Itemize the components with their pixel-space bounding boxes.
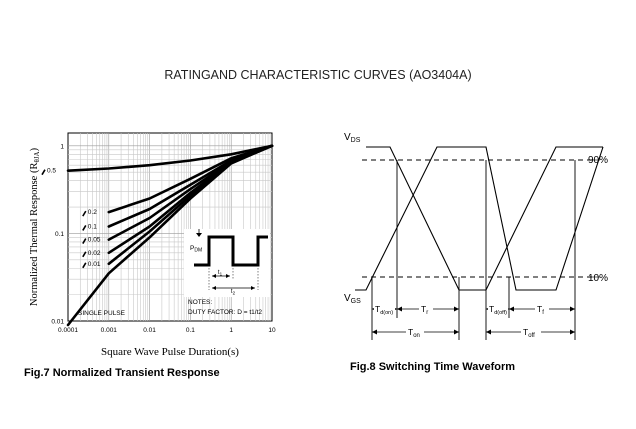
- series-line: [66, 144, 274, 327]
- tf-label: Tf: [537, 304, 544, 316]
- series-label: 0.01: [88, 261, 101, 268]
- series-label: 0.5: [47, 168, 56, 175]
- switching-waveform-diagram: 90% 10%: [344, 132, 608, 373]
- series-label-tick: [82, 262, 87, 269]
- timing-markers: [371, 160, 576, 340]
- series-label: 0.02: [88, 250, 101, 257]
- x-tick-label: 0.0001: [58, 327, 78, 334]
- series-label-tick: [82, 210, 87, 217]
- x-tick-label: 0.1: [186, 327, 195, 334]
- page-title: RATINGAND CHARACTERISTIC CURVES (AO3404A…: [164, 68, 471, 82]
- series-line: [107, 144, 274, 214]
- series-label-tick: [82, 251, 87, 258]
- vgs-label: VGS: [344, 293, 361, 305]
- pulse-inset: PDM t1 t2: [184, 229, 270, 297]
- t2-label: t2: [231, 289, 236, 296]
- y-tick-label: 0.1: [55, 231, 64, 238]
- series-label-tick: [82, 225, 87, 231]
- fig8-caption: Fig.8 Switching Time Waveform: [350, 361, 515, 373]
- series-label-tick: [82, 238, 87, 244]
- x-tick-label: 0.001: [101, 327, 118, 334]
- single-pulse-label: SINGLE PULSE: [78, 310, 126, 317]
- pdm-label: PDM: [190, 245, 202, 254]
- label-90: 90%: [588, 155, 608, 166]
- series-label-tick: [41, 169, 46, 176]
- fig7-caption: Fig.7 Normalized Transient Response: [24, 367, 220, 379]
- vds-label: VDS: [344, 132, 361, 144]
- tr-label: Tr: [421, 304, 428, 316]
- curves: [66, 144, 274, 327]
- toff-label: Toff: [523, 327, 535, 339]
- series-line: [66, 144, 274, 172]
- y-tick-label: 0.01: [51, 319, 64, 326]
- series-label: 0.2: [88, 209, 97, 216]
- vds-waveform: [366, 146, 603, 291]
- pulse-waveform: [194, 235, 268, 267]
- x-tick-label: 10: [268, 327, 276, 334]
- vgs-waveform: [355, 146, 604, 291]
- series-label: 0.1: [88, 223, 97, 230]
- duty-factor-label: DUTY FACTOR: D = t1/t2: [188, 309, 262, 316]
- series-labels: 0.5 0.2 0.1 0.05 0.02 0.01: [41, 168, 101, 269]
- ton-label: Ton: [408, 327, 420, 339]
- notes-label: NOTES:: [188, 299, 212, 306]
- label-10: 10%: [588, 273, 608, 284]
- y-tick-label: 1: [60, 143, 64, 150]
- tick-labels: 0.0001 0.001 0.01 0.1 1 10 0.01 0.1 1: [51, 143, 276, 334]
- tdoff-label: Td(off): [489, 304, 507, 316]
- x-tick-label: 0.01: [143, 327, 156, 334]
- tdon-label: Td(on): [375, 304, 393, 316]
- t1-label: t1: [218, 270, 223, 277]
- x-tick-label: 1: [229, 327, 233, 334]
- thermal-response-chart: 0.5 0.2 0.1 0.05 0.02 0.01 0.0001 0.001 0.01 0.1…: [24, 132, 276, 379]
- series-label: 0.05: [88, 237, 101, 244]
- x-axis-label: Square Wave Pulse Duration(s): [101, 346, 239, 358]
- y-axis-label: Normalized Thermal Response (RθJA): [29, 147, 41, 306]
